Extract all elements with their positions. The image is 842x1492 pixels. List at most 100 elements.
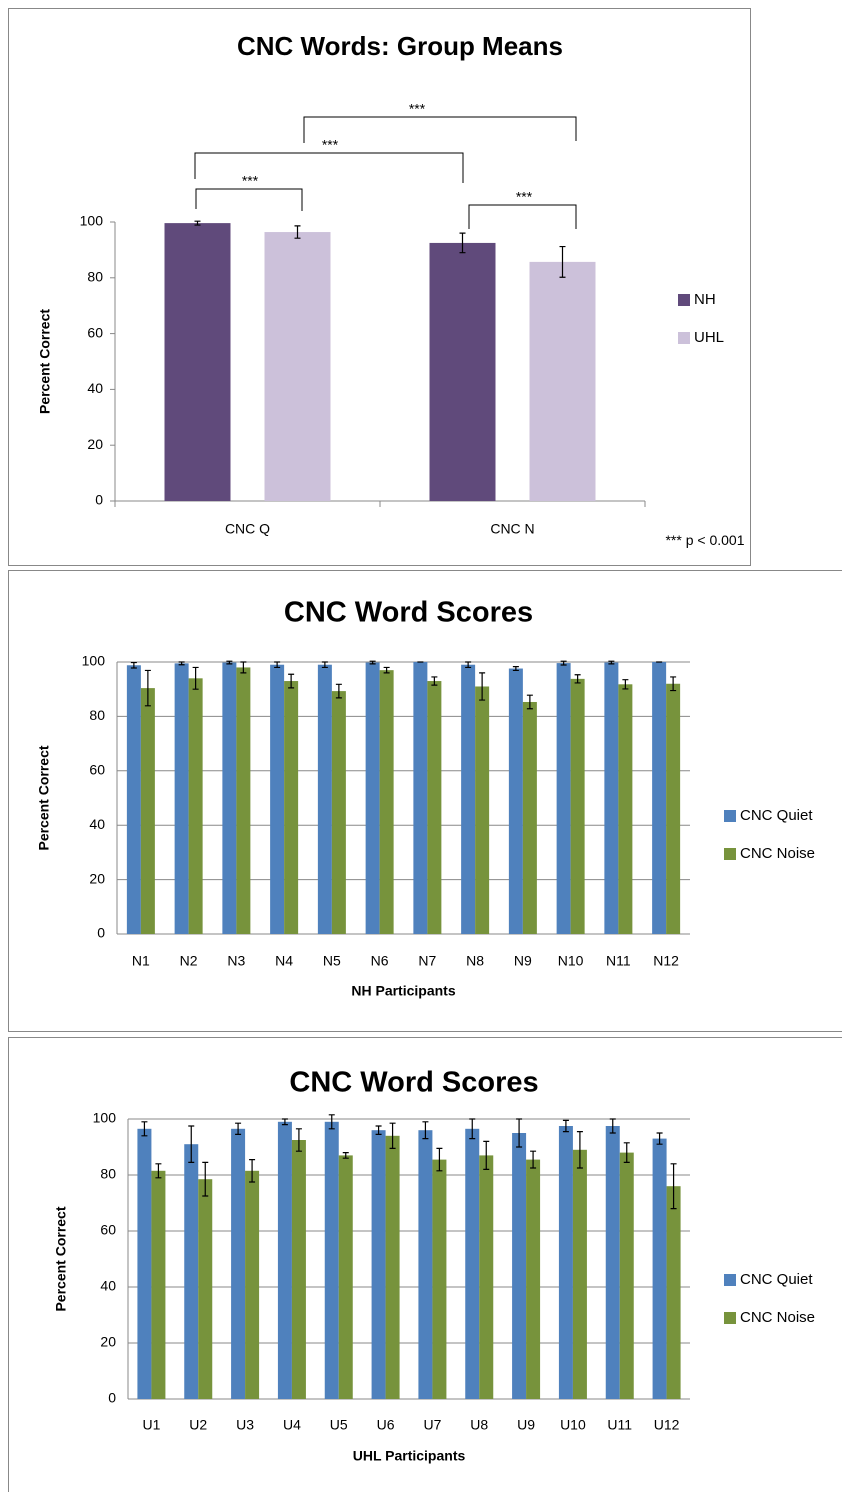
- bar: [427, 681, 442, 934]
- significance-bracket: [194, 152, 464, 183]
- bar: [245, 1170, 260, 1399]
- bar: [556, 663, 571, 934]
- bar: [126, 665, 141, 934]
- significance-label: ***: [409, 101, 426, 117]
- error-bar: [375, 1125, 382, 1135]
- chart-title: CNC Words: Group Means: [237, 31, 563, 61]
- significance-bracket: [468, 204, 577, 229]
- bar: [284, 681, 299, 934]
- y-tick-label: 60: [100, 1222, 116, 1238]
- x-tick-label: U10: [560, 1417, 586, 1433]
- bar: [508, 668, 523, 934]
- x-tick-label: N11: [606, 953, 631, 969]
- bar: [188, 678, 203, 934]
- y-tick-label: 60: [87, 324, 103, 340]
- y-tick-label: 0: [95, 492, 103, 508]
- x-tick-label: U9: [517, 1417, 535, 1433]
- bar: [174, 663, 189, 934]
- error-bar: [656, 1132, 663, 1145]
- legend-swatch: [724, 848, 736, 860]
- error-bar: [562, 1119, 569, 1133]
- bar: [475, 686, 490, 934]
- x-tick-label: U5: [330, 1417, 348, 1433]
- bar: [432, 1159, 447, 1399]
- error-bar: [383, 666, 390, 674]
- error-bar: [526, 694, 533, 710]
- error-bar: [130, 661, 137, 669]
- legend-swatch: [678, 294, 690, 306]
- error-bar: [459, 232, 466, 254]
- error-bar: [155, 1163, 162, 1179]
- error-bar: [431, 676, 438, 686]
- error-bar: [321, 661, 328, 669]
- chart-frame: [8, 570, 842, 1032]
- significance-label: ***: [322, 137, 339, 153]
- error-bar: [623, 1142, 630, 1163]
- bar: [604, 662, 619, 934]
- error-bar: [328, 1114, 335, 1130]
- significance-label: ***: [242, 173, 259, 189]
- error-bar: [530, 1150, 537, 1169]
- x-tick-label: U12: [654, 1417, 680, 1433]
- y-tick-label: 20: [89, 870, 105, 886]
- bar: [331, 691, 346, 934]
- legend-swatch: [678, 332, 690, 344]
- legend-swatch: [724, 810, 736, 822]
- error-bar: [608, 660, 615, 665]
- y-tick-label: 40: [87, 380, 103, 396]
- y-tick-label: 40: [100, 1278, 116, 1294]
- bar: [461, 664, 476, 934]
- error-bar: [192, 666, 199, 690]
- bar: [264, 232, 331, 501]
- bar: [184, 1144, 199, 1399]
- bar: [379, 670, 394, 934]
- bar: [164, 223, 231, 501]
- x-tick-label: N7: [418, 953, 436, 969]
- error-bar: [512, 666, 519, 672]
- bar: [222, 662, 237, 934]
- error-bar: [622, 679, 629, 690]
- error-bar: [202, 1161, 209, 1197]
- bar: [666, 683, 681, 934]
- legend-label: CNC Noise: [740, 845, 815, 862]
- error-bar: [281, 1118, 288, 1126]
- error-bar: [295, 1128, 302, 1152]
- y-tick-label: 80: [89, 707, 105, 723]
- x-tick-label: N2: [180, 953, 198, 969]
- note: *** p < 0.001: [665, 532, 744, 548]
- bar: [652, 662, 667, 934]
- error-bar: [576, 1131, 583, 1169]
- bar: [270, 664, 285, 934]
- y-axis-label: Percent Correct: [37, 309, 53, 414]
- x-tick-label: N10: [558, 953, 584, 969]
- error-bar: [335, 683, 342, 699]
- error-bar: [422, 1121, 429, 1140]
- bar: [429, 242, 496, 502]
- legend-label: CNC Quiet: [740, 807, 813, 824]
- bar: [324, 1121, 339, 1399]
- y-tick-label: 100: [93, 1110, 117, 1126]
- x-tick-label: N4: [275, 953, 293, 969]
- error-bar: [274, 661, 281, 669]
- x-tick-label: CNC N: [490, 521, 534, 537]
- bar: [605, 1126, 620, 1399]
- error-bar: [294, 225, 301, 239]
- legend-swatch: [724, 1274, 736, 1286]
- error-bar: [559, 245, 566, 278]
- bar: [652, 1138, 667, 1399]
- bar: [365, 662, 380, 934]
- x-axis-label: NH Participants: [351, 983, 455, 999]
- y-tick-label: 0: [97, 925, 105, 941]
- x-tick-label: N9: [514, 953, 532, 969]
- x-tick-label: N8: [466, 953, 484, 969]
- error-bar: [574, 674, 581, 684]
- bar: [558, 1126, 573, 1399]
- bar: [529, 261, 596, 501]
- error-bar: [342, 1152, 349, 1159]
- error-bar: [194, 220, 201, 226]
- significance-bracket: [195, 188, 303, 211]
- chart-title: CNC Word Scores: [289, 1067, 538, 1099]
- error-bar: [516, 1118, 523, 1148]
- error-bar: [469, 1118, 476, 1140]
